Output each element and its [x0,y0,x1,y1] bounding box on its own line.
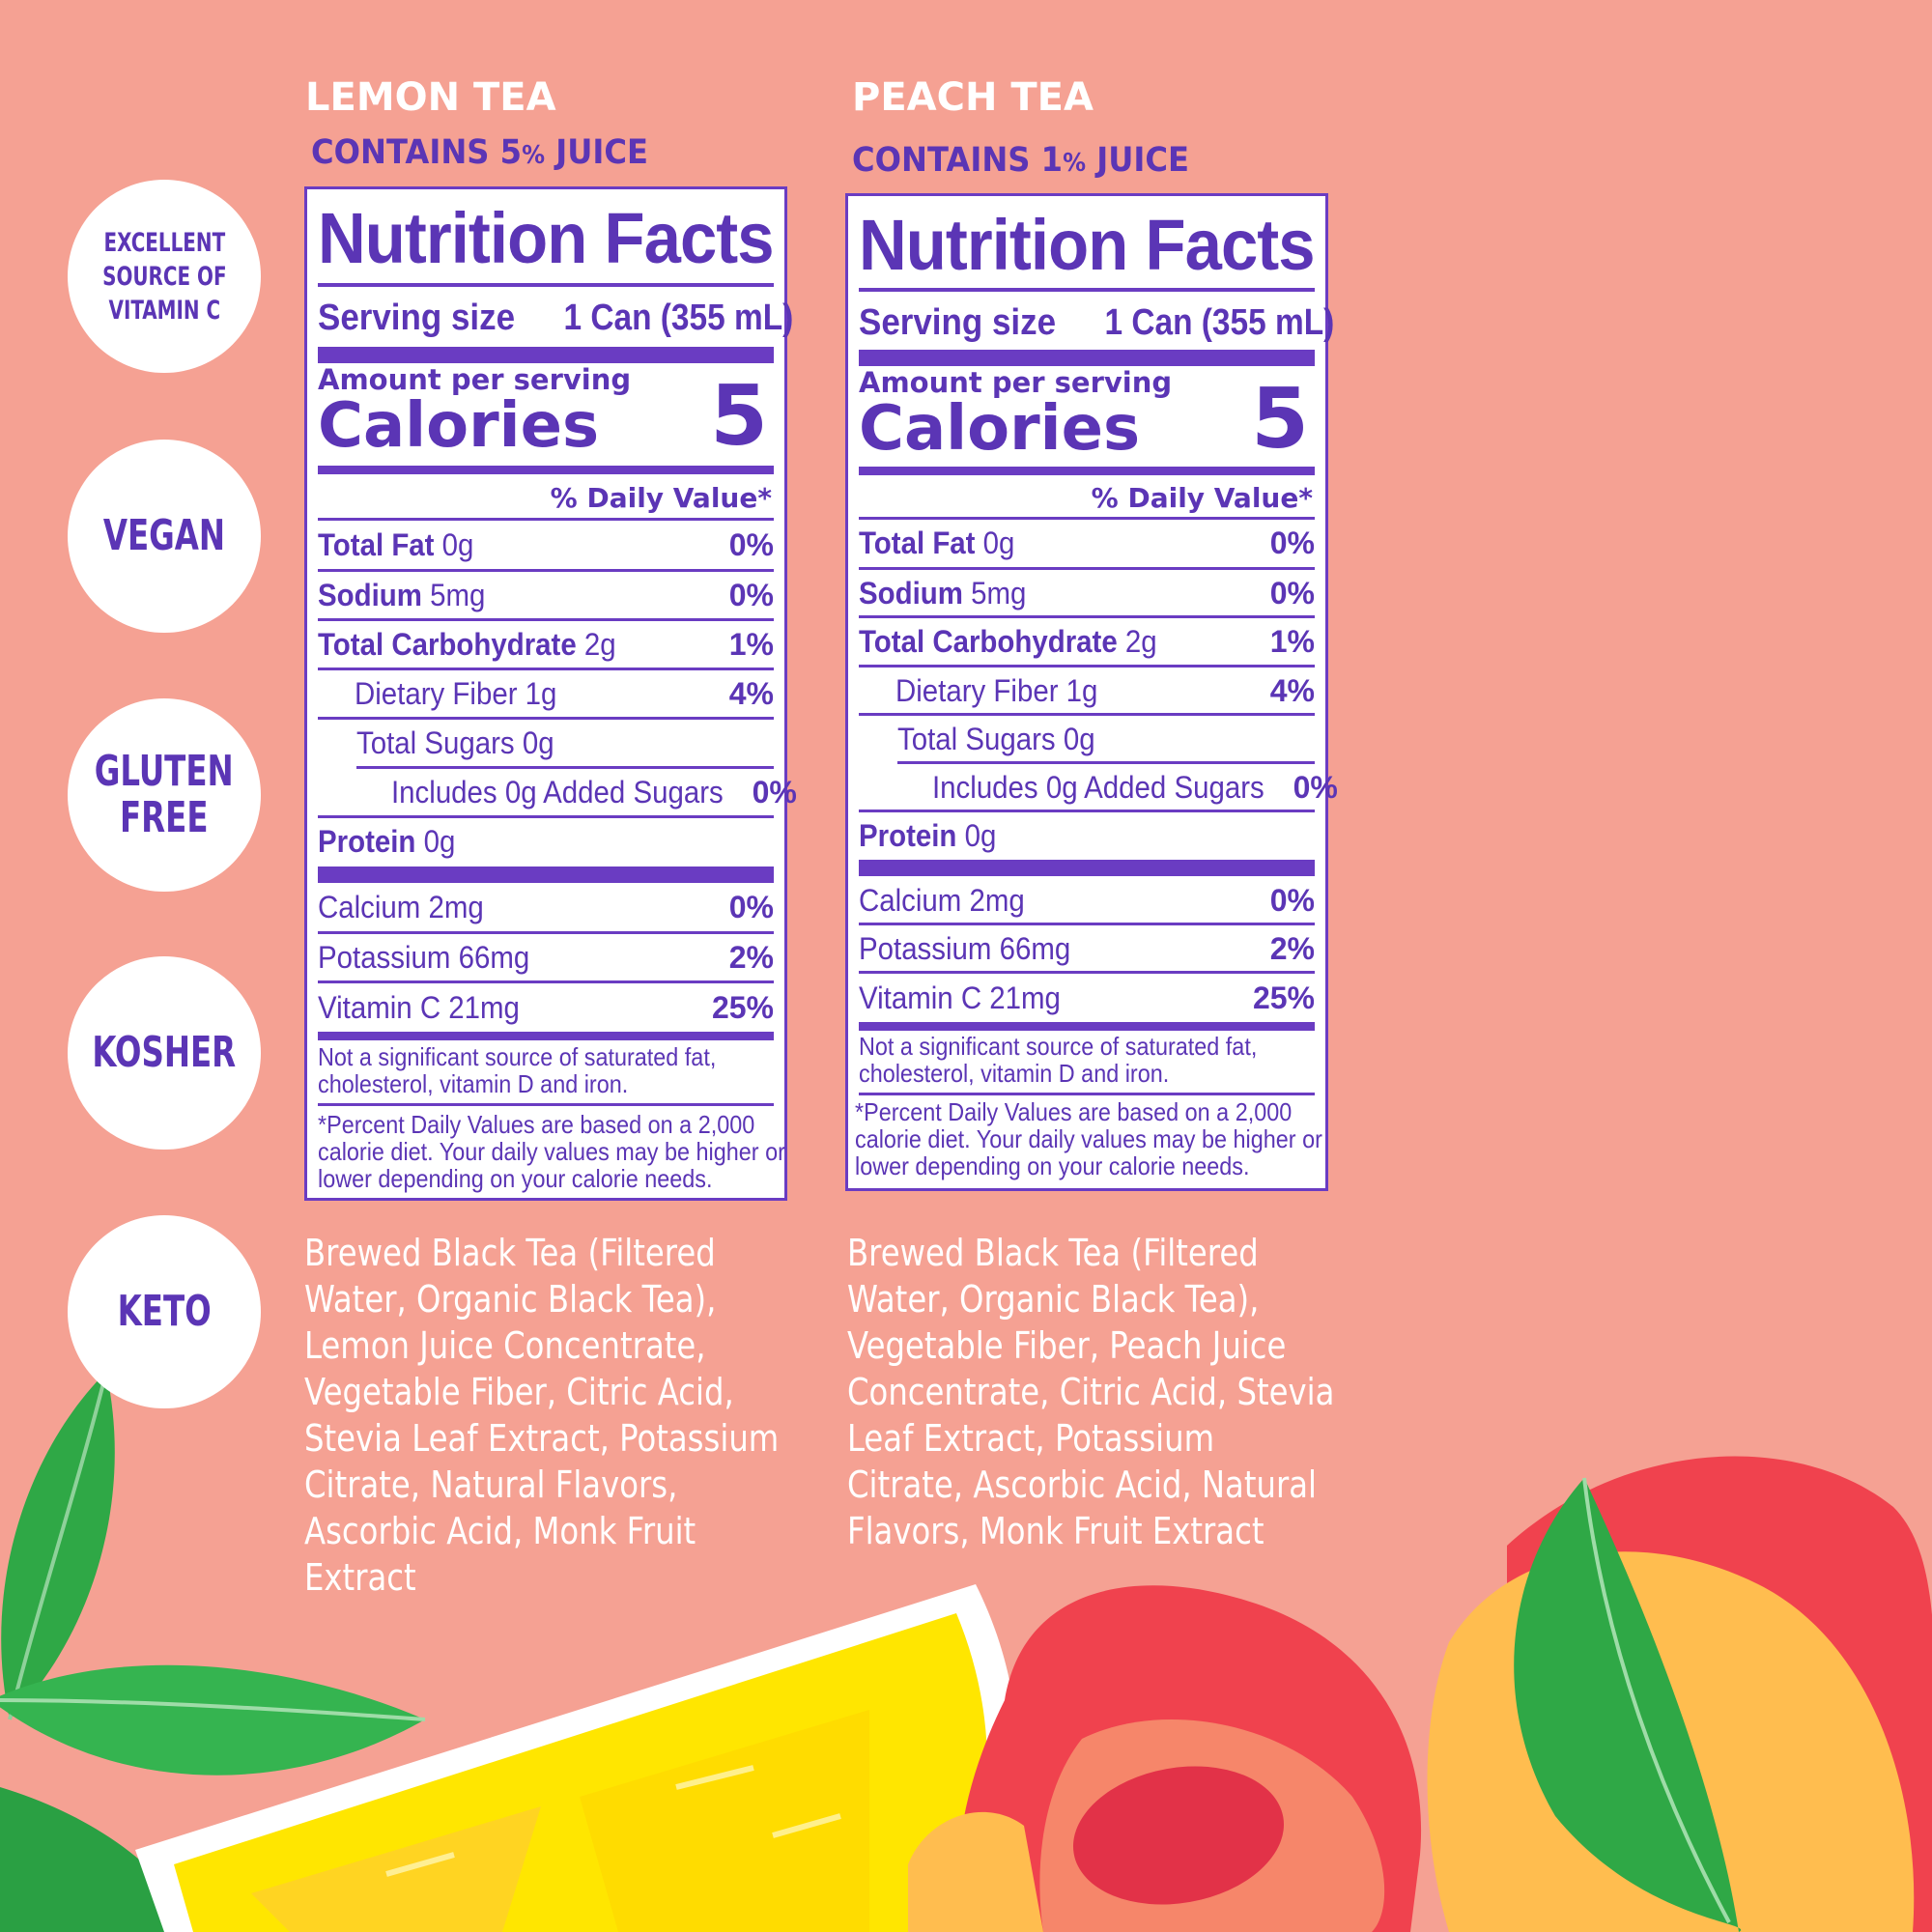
daily-value-footnote: *Percent Daily Values are based on a 2,0… [318,1110,785,1193]
calories-label: Calories [318,390,600,462]
mineral-row: Calcium 2mg 0% [859,882,1315,918]
juice-content-peach: CONTAINS 1% JUICE [852,141,1190,180]
nutrient-row: Includes 0g Added Sugars 0% [391,774,797,810]
product-title-peach: PEACH TEA [852,75,1094,120]
calories-label: Calories [859,393,1141,465]
nutrition-facts-title: Nutrition Facts [859,205,1316,285]
peach-whole-icon [1427,1456,1932,1932]
mineral-row: Potassium 66mg 2% [859,930,1315,966]
nutrition-facts-title: Nutrition Facts [318,198,775,278]
lemon-slice-icon [135,1584,1018,1932]
nutrient-row: Includes 0g Added Sugars 0% [932,769,1338,805]
ingredients-peach: Brewed Black Tea (Filtered Water, Organi… [847,1232,1335,1552]
daily-value-header: % Daily Value* [550,482,772,514]
nutrient-row: Dietary Fiber 1g 4% [895,672,1315,708]
left-leaf-icon [0,1371,426,1932]
nutrient-row: Total Carbohydrate 2g 1% [859,623,1315,659]
nutrient-row: Total Fat 0g 0% [318,526,774,562]
nutrition-note: Not a significant source of saturated fa… [859,1032,1258,1088]
calories-value: 5 [710,368,768,465]
daily-value-header: % Daily Value* [1091,482,1313,514]
daily-value-footnote: *Percent Daily Values are based on a 2,0… [855,1097,1322,1180]
nutrient-row: Protein 0g [318,823,456,859]
nutrient-row: Total Sugars 0g [356,724,554,760]
badge-vegan: VEGAN [68,440,261,633]
nutrient-row: Total Fat 0g 0% [859,525,1315,560]
nutrition-note: Not a significant source of saturated fa… [318,1042,717,1098]
amount-per-serving: Amount per serving [859,366,1173,399]
badge-vitamin-c: EXCELLENT SOURCE OF VITAMIN C [68,180,261,373]
nutrient-row: Sodium 5mg 0% [859,575,1315,611]
nutrition-label-lemon: Nutrition Facts Serving size 1 Can (355 m… [304,186,797,1201]
nutrient-row: Total Carbohydrate 2g 1% [318,626,774,662]
product-title-lemon: LEMON TEA [305,75,556,120]
mineral-row: Potassium 66mg 2% [318,939,774,975]
nutrient-row: Dietary Fiber 1g 4% [355,675,774,711]
ingredients-lemon: Brewed Black Tea (Filtered Water, Organi… [304,1232,780,1599]
badge-kosher: KOSHER [68,956,261,1150]
amount-per-serving: Amount per serving [318,363,632,396]
calories-value: 5 [1251,371,1309,468]
nutrient-row: Protein 0g [859,817,997,853]
badge-gluten-free: GLUTEN FREE [68,698,261,892]
nutrient-row: Total Sugars 0g [897,721,1095,756]
serving-size-row: Serving size 1 Can (355 mL) [859,301,1335,343]
nutrient-row: Sodium 5mg 0% [318,577,774,612]
serving-size-row: Serving size 1 Can (355 mL) [318,297,794,338]
juice-content-lemon: CONTAINS 5% JUICE [311,133,649,172]
badge-keto: KETO [68,1215,261,1408]
mineral-row: Calcium 2mg 0% [318,889,774,924]
nutrition-label-peach: Nutrition Facts Serving size 1 Can (355 m… [845,193,1338,1191]
peach-half-icon [908,1585,1422,1932]
mineral-row: Vitamin C 21mg 25% [318,989,774,1025]
mineral-row: Vitamin C 21mg 25% [859,980,1315,1015]
